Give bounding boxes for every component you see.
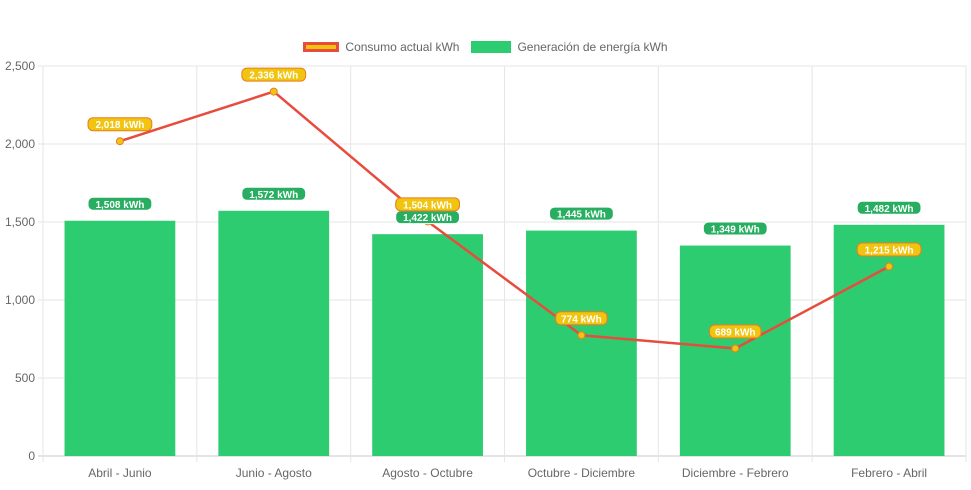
bar-data-label: 1,445 kWh [557,210,606,221]
line-point [577,331,586,340]
y-tick-label: 500 [15,371,35,385]
bar-data-label: 1,482 kWh [865,204,914,215]
bar [64,220,176,456]
y-tick-label: 0 [28,449,35,463]
line-data-label: 2,018 kWh [95,120,144,131]
line-data-label-bg [709,324,762,339]
x-tick-label: Agosto - Octubre [382,466,473,480]
y-tick-label: 1,000 [5,293,35,307]
bar-data-label-bg [702,221,768,236]
line-point [885,262,894,271]
legend-item-generacion[interactable]: Generación de energía kWh [471,40,668,54]
bar-data-label-bg [241,186,307,201]
bar-data-label-bg [549,206,614,221]
line-data-label-bg [395,197,460,212]
bar [218,210,330,456]
line-data-label-bg [555,311,608,326]
bar-data-label-bg [87,196,153,211]
line-data-label: 774 kWh [561,314,602,325]
x-tick-label: Diciembre - Febrero [682,466,789,480]
x-tick-label: Abril - Junio [88,466,152,480]
bar-data-label-bg [856,200,922,215]
bar [526,230,637,456]
bar-data-label: 1,422 kWh [403,213,452,224]
x-tick-label: Febrero - Abril [851,466,927,480]
line-point [731,344,740,353]
line-data-label: 689 kWh [715,328,756,339]
legend-item-consumo[interactable]: Consumo actual kWh [303,40,459,54]
bar-data-label: 1,508 kWh [95,200,144,211]
legend-swatch-generacion [471,41,512,53]
line-point [115,137,124,146]
x-tick-label: Junio - Agosto [236,466,312,480]
y-tick-label: 1,500 [5,215,35,229]
x-tick-label: Octubre - Diciembre [528,466,636,480]
line-data-label-bg [241,67,307,82]
legend-swatch-consumo [303,42,340,52]
bar-data-label: 1,572 kWh [249,190,298,201]
line-data-label: 2,336 kWh [249,71,298,82]
line-point [269,87,278,96]
bar [833,224,945,456]
bar [372,234,483,456]
line-data-label-bg [856,242,922,257]
line-data-label-bg [87,117,153,132]
line-data-label: 1,215 kWh [865,245,914,256]
line-data-label: 1,504 kWh [403,200,452,211]
legend: Consumo actual kWh Generación de energía… [0,40,971,54]
legend-label-generacion: Generación de energía kWh [517,40,668,54]
y-tick-label: 2,500 [5,59,35,73]
y-tick-label: 2,000 [5,137,35,151]
legend-label-consumo: Consumo actual kWh [345,40,460,54]
bar-data-label: 1,349 kWh [711,225,760,236]
